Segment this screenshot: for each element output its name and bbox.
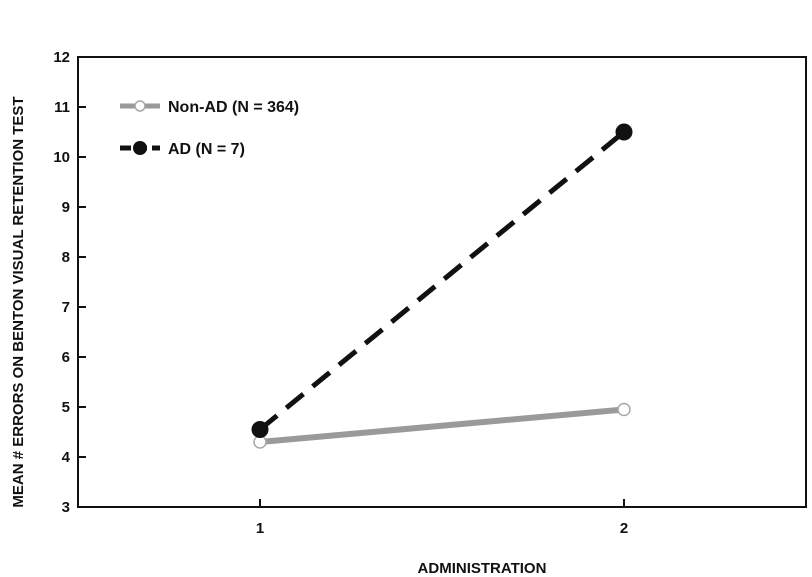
legend-label: AD (N = 7) — [168, 141, 245, 158]
data-point — [617, 402, 631, 417]
y-tick-label: 12 — [53, 49, 70, 66]
y-tick-label: 11 — [54, 99, 70, 116]
y-tick-label: 4 — [62, 449, 71, 466]
series-line — [259, 406, 625, 445]
y-tick-label: 5 — [62, 399, 70, 416]
x-tick-label: 1 — [256, 520, 264, 537]
plot-frame — [77, 56, 807, 508]
y-tick-label: 6 — [62, 349, 70, 366]
y-tick-label: 8 — [62, 249, 70, 266]
y-tick-label: 7 — [62, 299, 70, 316]
y-tick-label: 3 — [62, 499, 70, 516]
data-point — [615, 123, 633, 141]
legend-marker — [133, 141, 147, 155]
legend-marker — [134, 100, 146, 112]
y-tick-label: 9 — [62, 199, 70, 216]
series-line — [258, 130, 626, 432]
y-tick-label: 10 — [53, 149, 70, 166]
x-axis-title: ADMINISTRATION — [418, 560, 547, 577]
y-axis-title: MEAN # ERRORS ON BENTON VISUAL RETENTION… — [10, 96, 27, 507]
legend-item-ad: AD (N = 7) — [120, 141, 245, 158]
legend-item-non-ad: Non-AD (N = 364) — [120, 99, 299, 116]
data-point — [251, 421, 269, 438]
legend-label: Non-AD (N = 364) — [168, 99, 299, 116]
series-non-ad — [253, 402, 631, 449]
series-ad — [251, 123, 633, 438]
x-tick-label: 2 — [620, 520, 628, 537]
